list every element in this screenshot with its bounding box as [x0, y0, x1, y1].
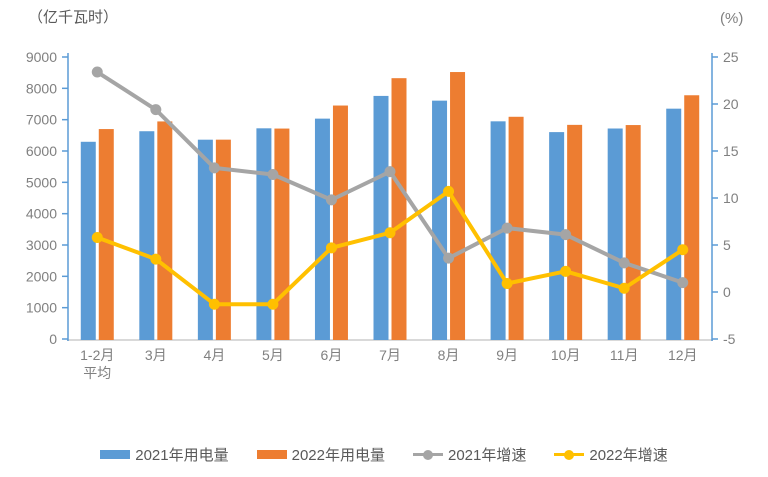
svg-text:1000: 1000 — [26, 300, 57, 316]
svg-text:-5: -5 — [723, 331, 736, 347]
legend-label-2022-growth: 2022年增速 — [589, 447, 668, 464]
svg-text:4000: 4000 — [26, 206, 57, 222]
legend-swatch-2021-growth — [413, 449, 443, 461]
svg-text:10月: 10月 — [551, 347, 581, 363]
svg-text:8000: 8000 — [26, 80, 57, 96]
svg-text:7月: 7月 — [379, 347, 401, 363]
svg-text:20: 20 — [723, 96, 739, 112]
legend-swatch-2022-growth — [554, 449, 585, 461]
svg-text:3000: 3000 — [26, 237, 57, 253]
svg-text:9月: 9月 — [496, 347, 518, 363]
svg-text:11月: 11月 — [610, 347, 639, 363]
legend-swatch-2022-consumption — [256, 450, 287, 459]
svg-text:6月: 6月 — [321, 347, 343, 363]
legend-swatch-2021-consumption — [100, 450, 131, 459]
svg-text:4月: 4月 — [203, 347, 225, 363]
legend-item-2022-growth: 2022年增速 — [554, 444, 668, 465]
svg-text:9000: 9000 — [26, 49, 57, 65]
svg-text:0: 0 — [49, 331, 57, 347]
legend-item-2021-consumption: 2021年用电量 — [100, 444, 229, 465]
legend-label-2022-consumption: 2022年用电量 — [291, 447, 385, 464]
svg-text:8月: 8月 — [438, 347, 460, 363]
svg-text:1-2月平均: 1-2月平均 — [80, 347, 114, 381]
svg-text:12月: 12月 — [668, 347, 698, 363]
svg-text:5月: 5月 — [262, 347, 284, 363]
legend-item-2021-growth: 2021年增速 — [413, 444, 526, 465]
svg-text:25: 25 — [723, 49, 739, 65]
legend-label-2021-consumption: 2021年用电量 — [135, 447, 229, 464]
svg-text:15: 15 — [723, 143, 739, 159]
right-axis-unit-label: (%) — [720, 10, 744, 27]
chart-legend: 2021年用电量 2022年用电量 2021年增速 2022年增速 — [0, 444, 768, 465]
svg-text:0: 0 — [723, 284, 731, 300]
svg-text:5000: 5000 — [26, 174, 57, 190]
svg-text:10: 10 — [723, 190, 739, 206]
svg-text:2000: 2000 — [26, 268, 57, 284]
svg-text:7000: 7000 — [26, 112, 57, 128]
svg-text:5: 5 — [723, 237, 731, 253]
svg-text:6000: 6000 — [26, 143, 57, 159]
svg-text:3月: 3月 — [145, 347, 167, 363]
combo-chart-plot: 0 1000 2000 3000 4000 5000 6000 7000 8000 9000 -5 0… — [26, 49, 739, 381]
legend-label-2021-growth: 2021年增速 — [448, 447, 527, 464]
legend-item-2022-consumption: 2022年用电量 — [256, 444, 385, 465]
left-axis-unit-label: （亿千瓦时） — [28, 9, 119, 26]
